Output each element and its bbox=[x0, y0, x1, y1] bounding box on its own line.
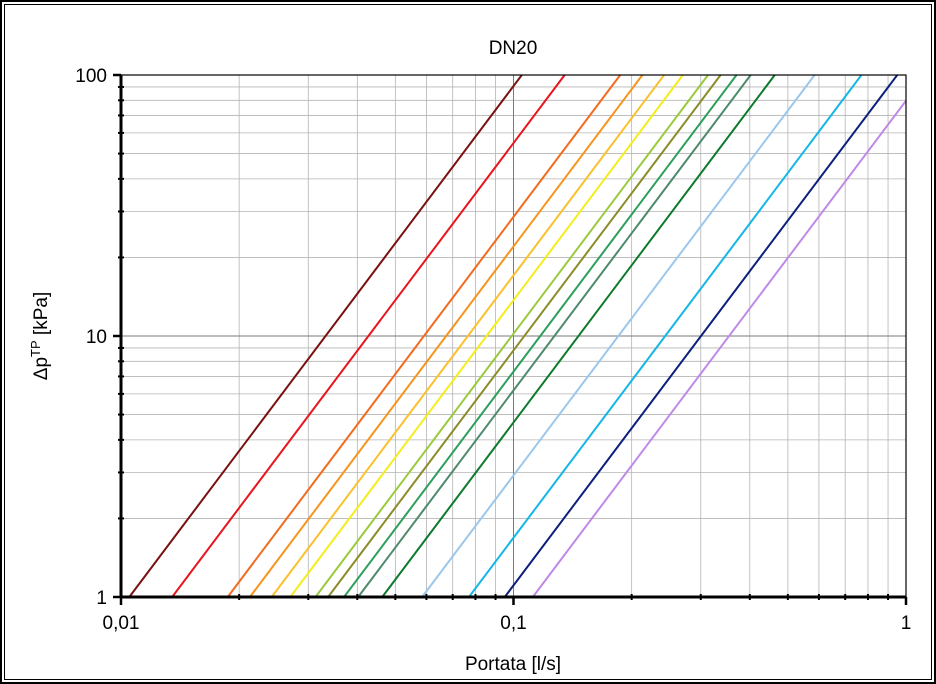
series-line-12 bbox=[421, 74, 816, 598]
series-line-10 bbox=[357, 74, 752, 598]
y-axis-label: ΔpTP [kPa] bbox=[28, 292, 53, 380]
inner-frame bbox=[4, 4, 932, 680]
chart-title: DN20 bbox=[489, 38, 538, 59]
ticks-layer bbox=[113, 73, 908, 605]
y-axis-label-base: Δp bbox=[31, 357, 52, 380]
series-line-5 bbox=[270, 74, 665, 598]
series-line-9 bbox=[343, 74, 738, 598]
x-tick-label: 0,01 bbox=[103, 613, 140, 634]
series-line-11 bbox=[381, 74, 776, 598]
series-line-2 bbox=[171, 74, 566, 598]
y-tick-label: 10 bbox=[86, 327, 107, 348]
series-line-3 bbox=[226, 74, 621, 598]
y-axis-label-rest: [kPa] bbox=[31, 292, 52, 341]
y-axis-label-sup: TP bbox=[28, 340, 43, 357]
x-tick-label: 1 bbox=[901, 613, 912, 634]
series-line-6 bbox=[289, 74, 684, 598]
series-line-13 bbox=[468, 74, 863, 598]
series-line-4 bbox=[249, 74, 644, 598]
series-line-8 bbox=[327, 74, 722, 598]
y-tick-label: 100 bbox=[75, 66, 107, 87]
series-layer bbox=[128, 74, 907, 598]
x-axis-label: Portata [l/s] bbox=[465, 654, 561, 675]
y-tick-label: 1 bbox=[96, 588, 107, 609]
x-tick-label: 0,1 bbox=[500, 613, 526, 634]
series-line-15 bbox=[532, 100, 907, 598]
series-line-1 bbox=[128, 74, 523, 598]
series-line-14 bbox=[503, 74, 899, 598]
series-line-7 bbox=[314, 74, 709, 598]
tick-labels: 0,01 0,1 1 1 10 100 bbox=[75, 66, 911, 634]
